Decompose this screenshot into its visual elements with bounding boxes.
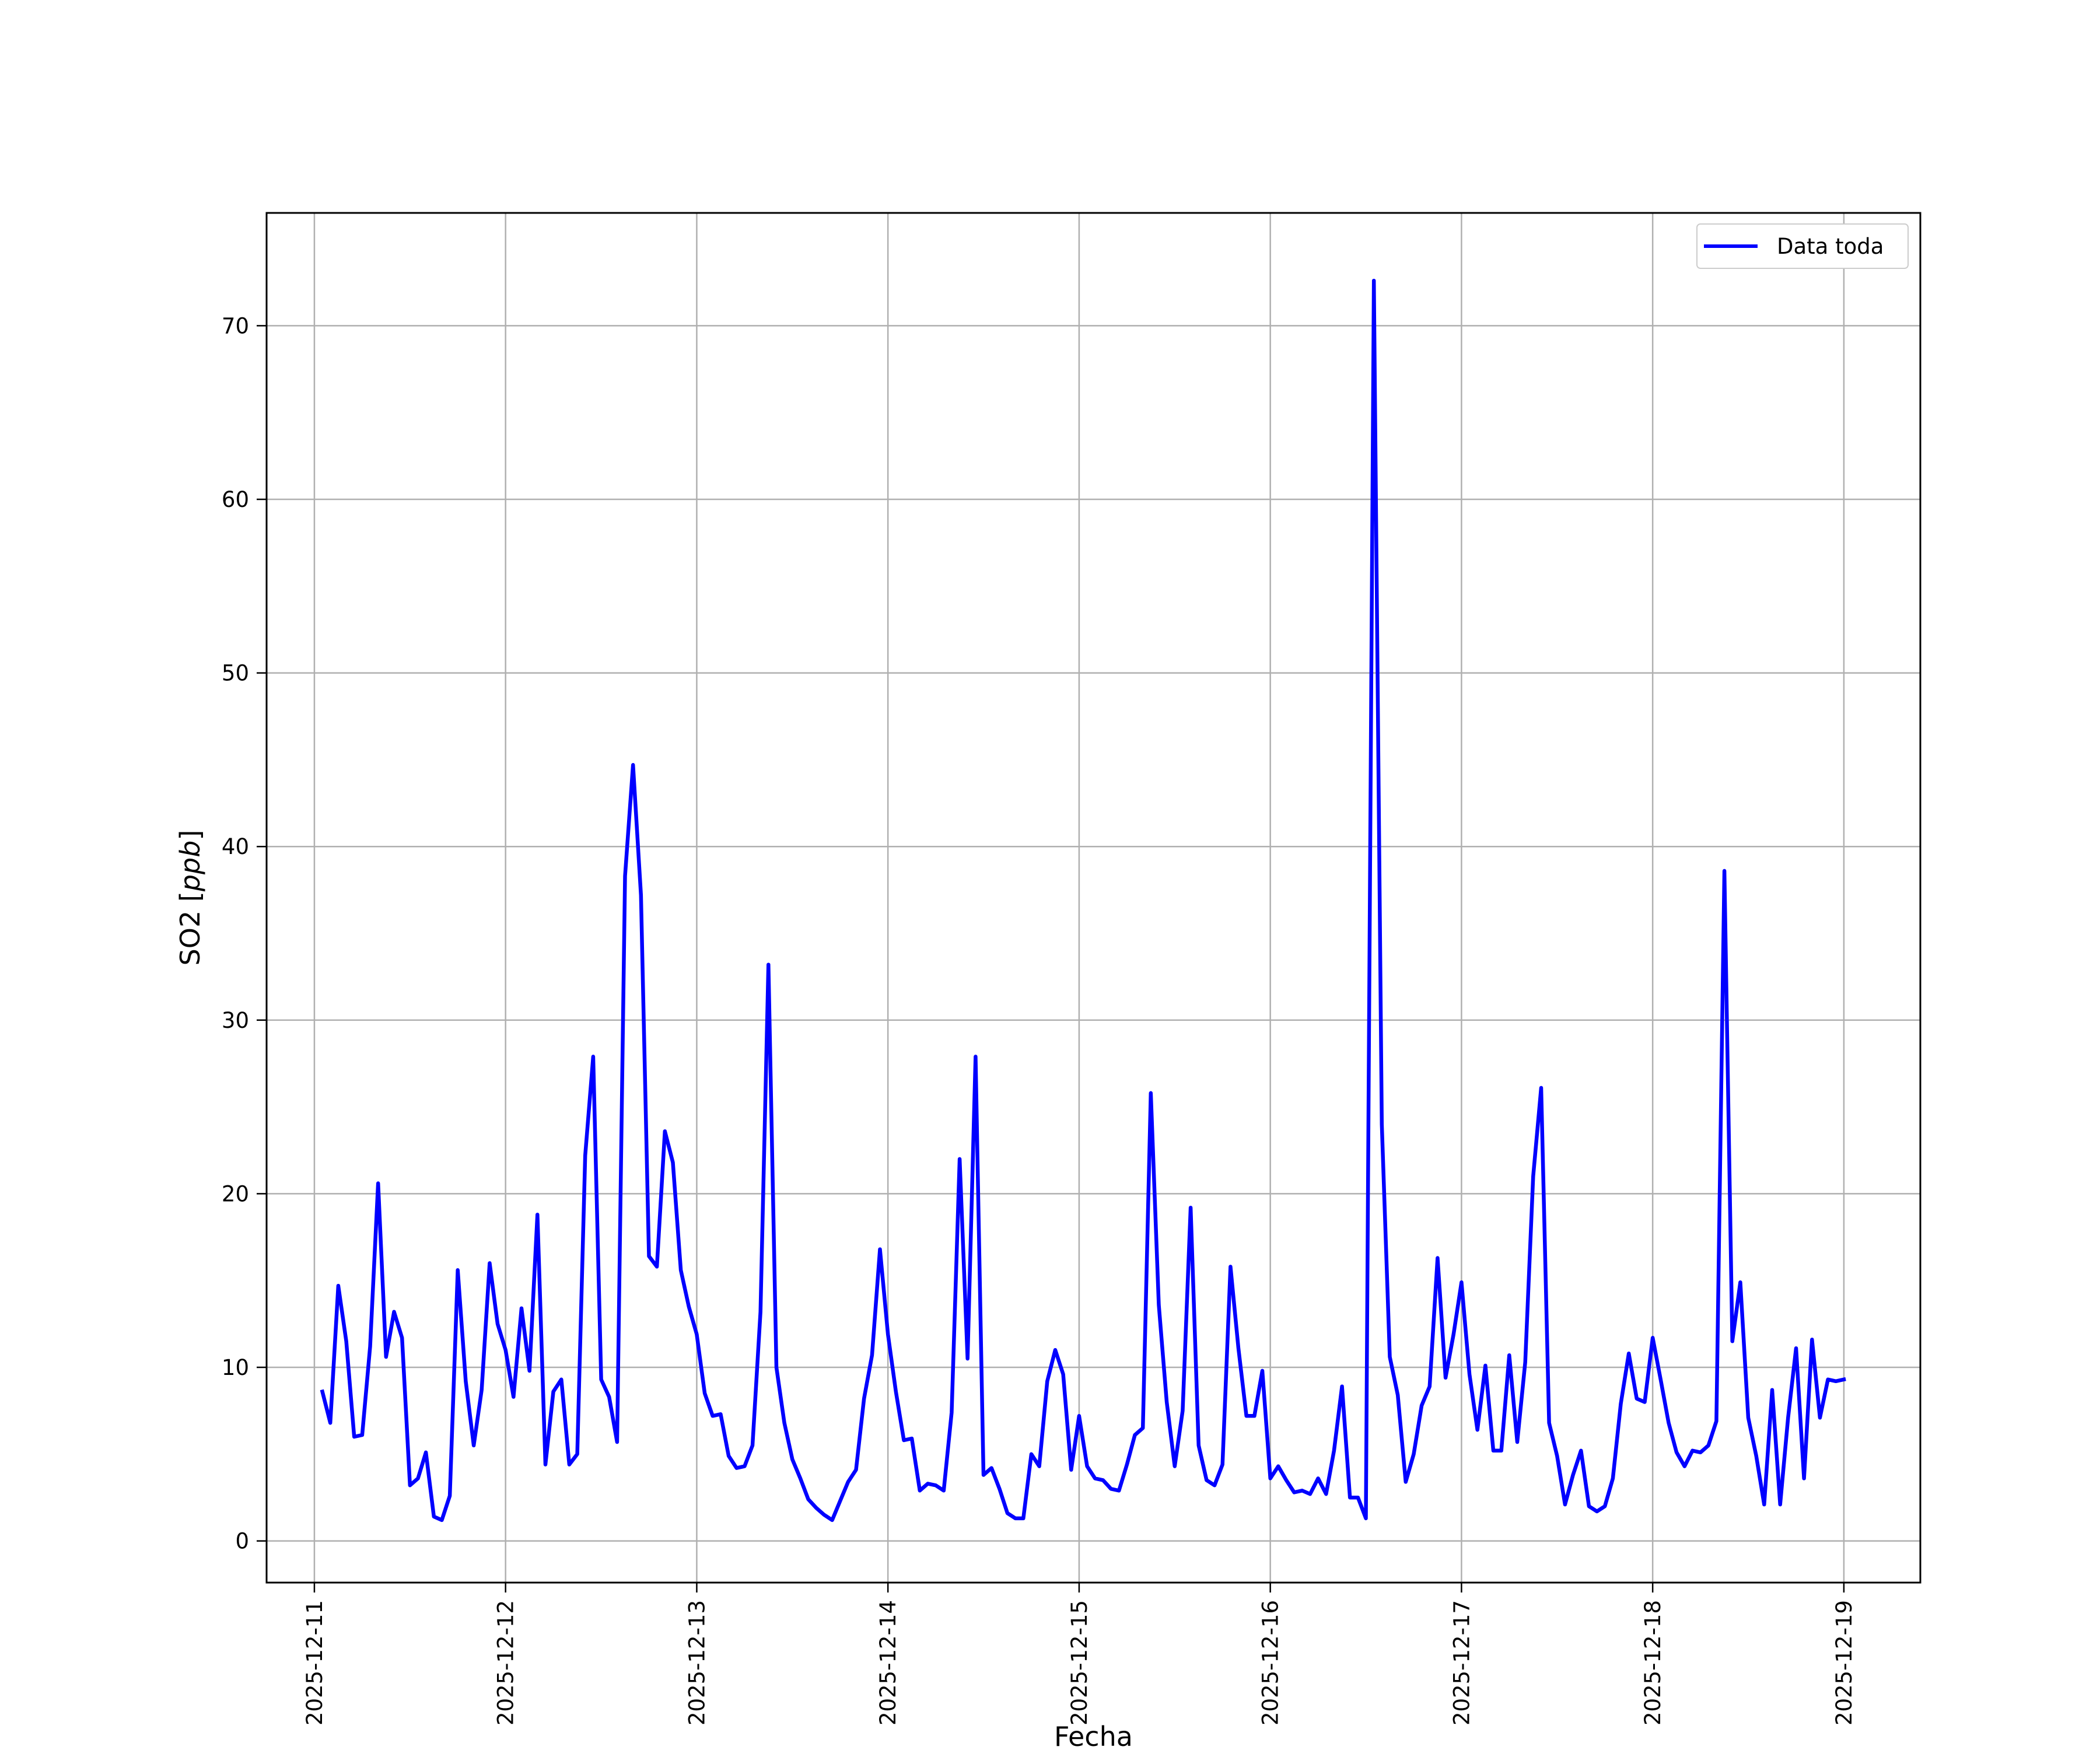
series-layer	[320, 278, 1846, 1522]
y-axis-label-text: SO2 [	[174, 891, 206, 965]
y-tick-label: 0	[235, 1529, 249, 1554]
plot-frame	[265, 212, 1922, 1584]
series-line-data-toda	[320, 278, 1846, 1522]
x-tick-label: 2025-12-13	[684, 1600, 709, 1726]
legend-box	[1696, 223, 1909, 269]
y-axis-label: SO2 [ppb]	[174, 830, 206, 966]
x-tick-label: 2025-12-18	[1640, 1600, 1665, 1726]
y-tick-label: 10	[222, 1355, 249, 1380]
legend-label: Data toda	[1777, 234, 1884, 259]
x-tick-label: 2025-12-15	[1067, 1600, 1092, 1726]
y-axis-label-unit: ppb	[174, 841, 206, 892]
y-tick-label: 30	[222, 1008, 249, 1033]
y-tick-label: 40	[222, 834, 249, 859]
x-tick-label: 2025-12-11	[302, 1600, 327, 1726]
x-tick-label: 2025-12-19	[1832, 1600, 1857, 1726]
grid	[267, 213, 1920, 1583]
y-tick-label: 60	[222, 487, 249, 512]
y-axis: 0 10 20 30 40 50 60 70	[222, 313, 267, 1554]
y-axis-label-close: ]	[174, 830, 206, 841]
x-tick-label: 2025-12-14	[876, 1600, 901, 1726]
legend: Data toda	[1696, 223, 1909, 269]
y-tick-label: 20	[222, 1181, 249, 1206]
x-tick-label: 2025-12-12	[494, 1600, 519, 1726]
x-axis: 2025-12-11 2025-12-12 2025-12-13 2025-12-14…	[302, 1583, 1857, 1726]
x-tick-label: 2025-12-16	[1258, 1600, 1283, 1726]
y-tick-label: 50	[222, 661, 249, 686]
x-axis-label: Fecha	[1054, 1721, 1133, 1750]
x-tick-label: 2025-12-17	[1449, 1600, 1474, 1726]
y-tick-label: 70	[222, 313, 249, 338]
